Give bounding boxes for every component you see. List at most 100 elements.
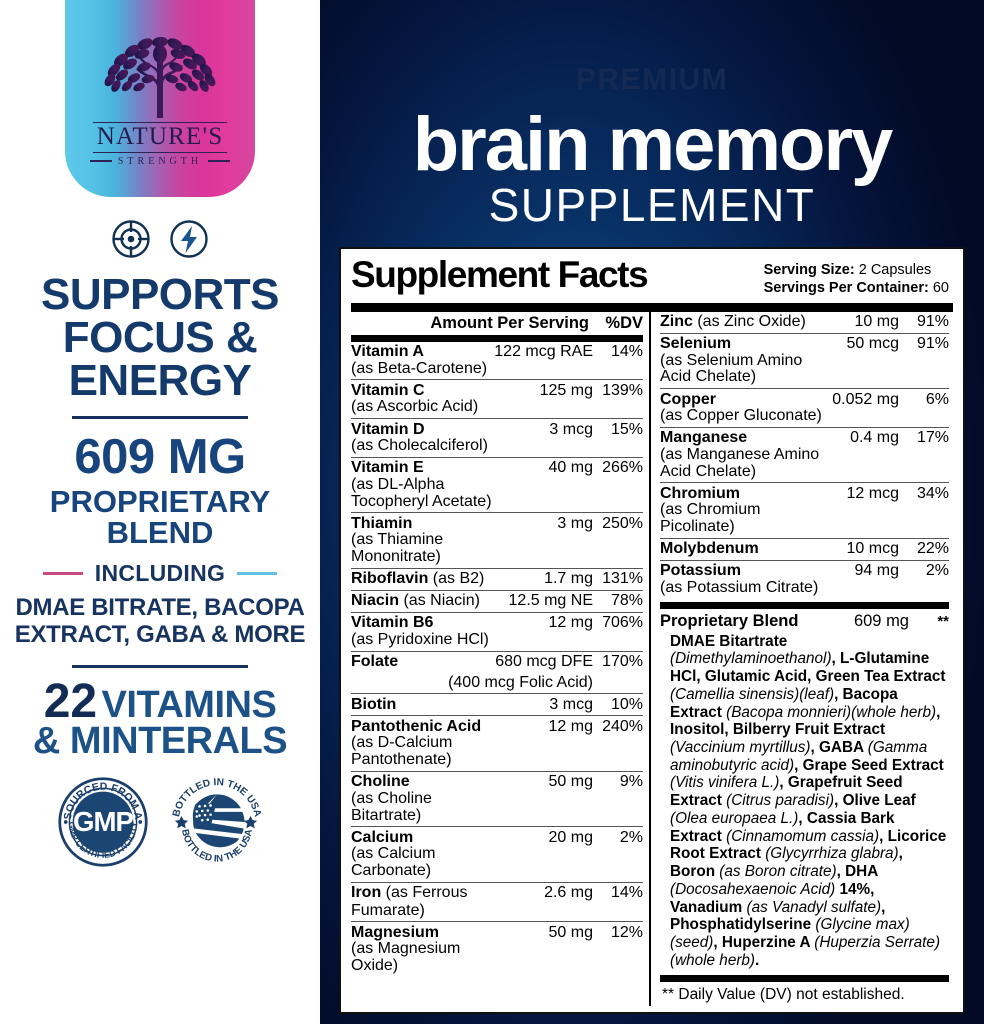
nutrient-name: Manganese (as Manganese Amino Acid Chelat… — [660, 427, 832, 483]
supports-line-3: ENERGY — [68, 356, 252, 406]
amount-per-serving-header: Amount Per Serving %DV — [351, 312, 643, 335]
nutrients-right-table: Zinc (as Zinc Oxide) 10 mg 91% Selenium (as … — [660, 312, 949, 599]
facts-right-column: Zinc (as Zinc Oxide) 10 mg 91% Selenium (as … — [649, 311, 949, 1006]
table-row: Vitamin D (as Cholecalciferol) 3 mcg 15% — [351, 418, 643, 458]
nutrient-name: Folate — [351, 653, 399, 671]
nutrient-source: (as Potassium Citrate) — [660, 578, 819, 596]
product-title: brain memory — [412, 102, 894, 187]
nutrient-dv: 15% — [610, 420, 643, 438]
table-row: Vitamin B6 (as Pyridoxine HCl) 12 mg 706% — [351, 612, 643, 651]
nutrient-amount: 3 mg — [557, 514, 593, 532]
nutrient-source: (as Selenium Amino Acid Chelate) — [660, 351, 803, 386]
table-row: Zinc (as Zinc Oxide) 10 mg 91% — [660, 312, 949, 333]
dose-label-line-2: BLEND — [106, 515, 214, 551]
table-row: Niacin (as Niacin) 12.5 mg NE 78% — [351, 590, 643, 612]
nutrient-name: Molybdenum — [660, 540, 759, 558]
nutrient-amount: 12 mg — [548, 717, 593, 735]
including-line-left — [42, 572, 83, 576]
serving-size-row: Serving Size: 2 Capsules — [764, 262, 949, 280]
serving-info: Serving Size: 2 Capsules Servings Per Co… — [764, 257, 953, 297]
table-row: Thiamin (as Thiamine Mononitrate) 3 mg 250% — [351, 512, 643, 569]
nutrient-amount: 0.4 mg — [850, 429, 899, 447]
nutrient-amount: 12 mcg — [846, 484, 899, 502]
nutrient-dv: 170% — [602, 653, 643, 671]
proprietary-blend-header: Proprietary Blend 609 mg ** — [660, 609, 949, 633]
nutrient-name: Vitamin B6 (as Pyridoxine HCl) — [351, 612, 494, 651]
including-line-right — [237, 572, 278, 576]
table-row: Vitamin A (as Beta-Carotene) 122 mcg RAE 14… — [351, 342, 643, 380]
serving-size-label: Serving Size: — [763, 262, 855, 279]
table-row: Potassium (as Potassium Citrate) 94 mg 2% — [660, 560, 949, 598]
nutrient-amount: 3 mcg — [549, 695, 593, 713]
benefit-icons — [111, 219, 209, 259]
nutrient-dv: 12% — [610, 923, 643, 941]
nutrient-amount: 50 mg — [548, 773, 593, 791]
table-row: Vitamin C (as Ascorbic Acid) 125 mg 139% — [351, 379, 643, 419]
nutrient-name: Vitamin C (as Ascorbic Acid) — [351, 380, 494, 419]
right-product-panel: PREMIUM brain memory SUPPLEMENT Suppleme… — [320, 0, 984, 1024]
nutrient-amount: 3 mcg — [549, 420, 593, 438]
premium-badge-label: PREMIUM — [575, 63, 729, 96]
gmp-seal-icon: SOURCED FROM A GMP CERTIFIED FACILITY GM… — [57, 776, 149, 873]
servings-per-container-row: Servings Per Container: 60 — [764, 280, 949, 298]
other-ingredients-label: Other Ingredients: — [339, 1023, 473, 1024]
dv-header-label: %DV — [605, 313, 643, 332]
premium-badge: PREMIUM — [514, 63, 791, 97]
other-ingredients-line: Other Ingredients: Rice flour, hypromell… — [339, 1023, 965, 1024]
dose-label-line-1: PROPRIETARY — [49, 484, 271, 520]
nutrient-amount: 0.052 mg — [832, 390, 899, 408]
nutrient-name: Vitamin D (as Cholecalciferol) — [351, 419, 494, 458]
vitamin-count: 22 VITAMINS & MINTERALS — [33, 675, 288, 761]
serving-size-value: 2 Capsules — [858, 262, 932, 279]
left-column-rule — [351, 334, 643, 342]
other-ingredients-value: Rice flour, hypromellose (vegetable caps… — [339, 1023, 936, 1024]
nutrient-dv: 14% — [610, 884, 643, 902]
servings-per-label: Servings Per Container: — [763, 279, 929, 296]
table-row: Manganese (as Manganese Amino Acid Chelat… — [660, 427, 949, 483]
nutrient-name: Vitamin E (as DL-Alpha Tocopheryl Acetate… — [351, 457, 494, 513]
blend-highlights: DMAE BITRATE, BACOPA EXTRACT, GABA & MOR… — [11, 594, 309, 649]
amount-header-label: Amount Per Serving — [430, 313, 589, 332]
proprietary-blend-ingredients: DMAE Bitartrate (Dimethylaminoethanol), … — [670, 632, 947, 969]
nutrient-dv: 2% — [925, 562, 949, 580]
servings-per-value: 60 — [932, 279, 949, 296]
left-info-panel: NATURE'S STRENGTH — [0, 0, 320, 1024]
nutrient-source: (as Choline Bitartrate) — [351, 789, 432, 824]
nutrient-dv: 78% — [610, 592, 643, 610]
dose-label: PROPRIETARY BLEND — [50, 486, 270, 548]
supplement-facts-box: Supplement Facts Serving Size: 2 Capsule… — [339, 247, 965, 1014]
proprietary-blend-name: Proprietary Blend — [660, 611, 799, 630]
nutrient-name: Riboflavin (as B2) — [351, 570, 485, 588]
proprietary-blend-amount: 609 mg — [853, 611, 909, 630]
blend-rule-top — [660, 601, 949, 609]
nutrient-name: Biotin — [351, 695, 397, 713]
facts-columns: Amount Per Serving %DV Vitamin A (as Beta… — [351, 311, 953, 1006]
blend-rule-bottom — [660, 974, 949, 982]
nutrient-source: (as Manganese Amino Acid Chelate) — [660, 445, 820, 480]
product-subtitle: SUPPLEMENT — [488, 179, 816, 231]
nutrient-source: (as DL-Alpha Tocopheryl Acetate) — [351, 475, 492, 510]
including-row: INCLUDING — [42, 560, 278, 587]
supports-headline: SUPPORTS FOCUS & ENERGY — [41, 272, 280, 406]
nutrient-name: Zinc (as Zinc Oxide) — [660, 313, 806, 331]
nutrient-source: (as Pyridoxine HCl) — [351, 630, 489, 648]
nutrient-name: Pantothenic Acid (as D-Calcium Pantothena… — [351, 716, 494, 772]
table-row: Iron (as Ferrous Fumarate) 2.6 mg 14% — [351, 882, 643, 921]
nutrient-name: Magnesium (as Magnesium Oxide) — [351, 922, 494, 977]
proprietary-blend-dv: ** — [937, 612, 949, 630]
facts-left-column: Amount Per Serving %DV Vitamin A (as Beta… — [351, 312, 649, 1006]
header-rule — [351, 302, 953, 312]
brand-logo-panel: NATURE'S STRENGTH — [65, 0, 255, 197]
nutrient-amount: 50 mg — [548, 923, 593, 941]
nutrient-amount: 12.5 mg NE — [508, 592, 593, 610]
footer-text: Other Ingredients: Rice flour, hypromell… — [339, 1023, 965, 1024]
table-row: Choline (as Choline Bitartrate) 50 mg 9% — [351, 771, 643, 827]
vitamin-count-number: 22 — [43, 675, 98, 729]
table-row: Biotin 3 mcg 10% — [351, 693, 643, 716]
nutrient-amount: 1.7 mg — [544, 570, 593, 588]
nutrient-dv: 17% — [916, 429, 949, 447]
nutrient-dv: 266% — [602, 459, 643, 477]
nutrient-name: Potassium (as Potassium Citrate) — [660, 560, 832, 598]
table-row: Copper (as Copper Gluconate) 0.052 mg 6% — [660, 388, 949, 428]
